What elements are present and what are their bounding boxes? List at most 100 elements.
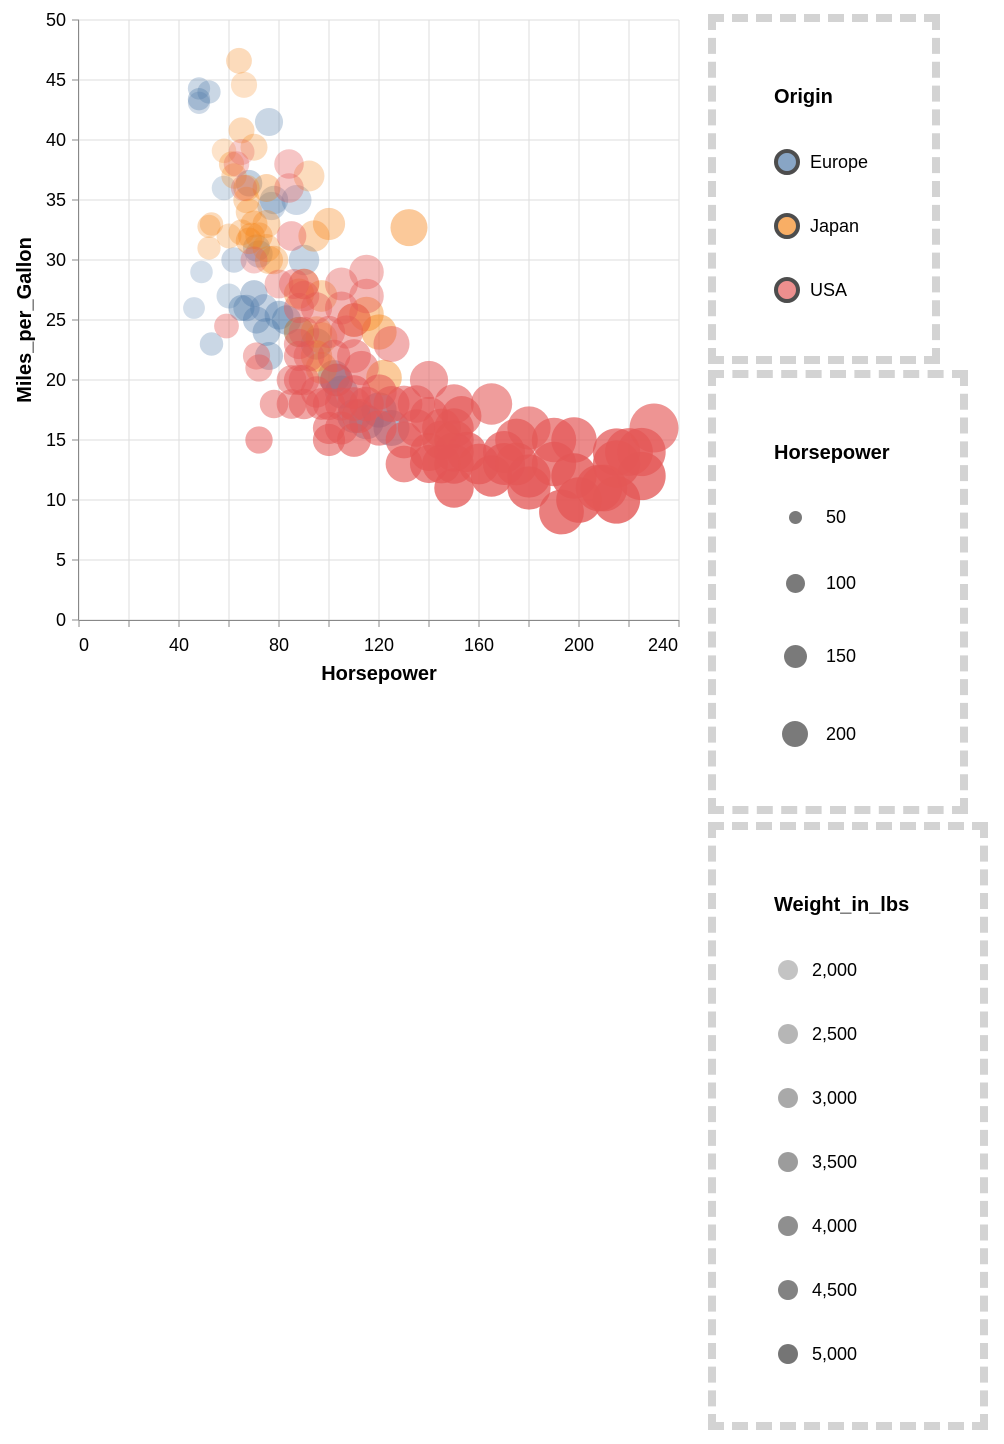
x-tick-label: 80: [269, 635, 289, 655]
data-point-japan: [240, 133, 268, 161]
data-point-europe: [183, 297, 205, 319]
x-tick-label: 0: [79, 635, 89, 655]
data-point-japan: [298, 220, 330, 252]
data-point-usa: [288, 316, 320, 348]
data-point-japan: [337, 303, 371, 337]
data-point-europe: [187, 77, 211, 100]
origin-legend-symbol: [774, 149, 800, 175]
horsepower-legend-title: Horsepower: [774, 442, 890, 464]
data-point-europe: [187, 88, 211, 111]
data-point-japan: [211, 138, 237, 164]
horsepower-legend-symbol: [788, 510, 802, 524]
scatter-chart: 0 40 80 120 160 200 240 0 5 10 15 20 25 30 35 40 45 50 Ho…: [14, 10, 680, 685]
data-point-usa: [264, 269, 294, 299]
weight-legend-symbol: [778, 1280, 798, 1300]
horsepower-legend-item: 100: [774, 563, 856, 603]
weight-legend-label: 4,000: [812, 1215, 858, 1236]
data-point-japan: [349, 296, 384, 332]
weight-legend: Weight_in_lbs 2,000 2,500 3,000 3,500 4,000 4…: [708, 822, 988, 1430]
weight-legend-label: 3,000: [812, 1087, 858, 1108]
horsepower-legend-item: 50: [774, 497, 846, 537]
x-tick-label: 40: [169, 635, 189, 655]
data-point-japan: [218, 151, 245, 177]
data-point-usa: [245, 354, 273, 382]
data-point-europe: [242, 234, 271, 262]
weight-legend-label: 5,000: [812, 1343, 858, 1364]
horsepower-legend: Horsepower 50 100 150 200: [708, 370, 968, 814]
weight-legend-symbol: [778, 1152, 798, 1172]
data-point-usa: [617, 451, 666, 501]
data-point-usa: [274, 173, 304, 203]
data-point-usa: [279, 269, 309, 299]
data-point-japan: [283, 278, 315, 309]
data-point-usa: [245, 426, 273, 454]
origin-legend-symbol: [774, 277, 800, 303]
horsepower-legend-label: 200: [826, 723, 857, 744]
weight-legend-item: 4,500: [774, 1270, 857, 1310]
data-point-europe: [254, 107, 284, 137]
y-tick-label: 10: [46, 490, 66, 510]
data-point-europe: [300, 328, 333, 360]
data-point-japan: [199, 212, 224, 236]
weight-legend-symbol: [778, 1216, 798, 1236]
data-point-japan: [228, 219, 255, 246]
data-point-japan: [245, 222, 273, 250]
origin-legend-label: USA: [810, 279, 848, 300]
y-tick-label: 15: [46, 430, 66, 450]
data-point-europe: [211, 175, 237, 201]
data-point-europe: [197, 80, 221, 104]
data-point-japan: [300, 316, 333, 348]
data-point-usa: [240, 246, 268, 274]
data-point-europe: [245, 240, 273, 268]
data-point-usa: [324, 291, 359, 325]
origin-legend-label: Europe: [810, 151, 869, 172]
origin-legend-label: Japan: [810, 215, 860, 236]
weight-legend-symbol: [778, 1344, 798, 1364]
horsepower-legend-item: 150: [774, 636, 856, 676]
data-point-europe: [257, 191, 286, 221]
data-point-japan: [197, 236, 221, 260]
y-tick-label: 20: [46, 370, 66, 390]
data-point-japan: [254, 245, 284, 275]
data-point-europe: [288, 244, 320, 276]
data-point-japan: [252, 210, 281, 238]
data-point-usa: [283, 340, 315, 372]
data-point-japan: [390, 209, 428, 247]
data-point-usa: [409, 360, 449, 400]
data-points: [183, 47, 679, 535]
origin-legend: Origin Europe Japan USA: [708, 14, 940, 364]
data-point-japan: [252, 174, 281, 202]
weight-legend-item: 2,000: [774, 950, 857, 990]
data-point-usa: [276, 221, 307, 251]
y-tick-label: 35: [46, 190, 66, 210]
data-point-europe: [259, 185, 289, 215]
weight-legend-symbol: [778, 960, 798, 980]
y-tick-label: 40: [46, 130, 66, 150]
data-point-usa: [329, 315, 364, 349]
data-point-japan: [305, 280, 338, 312]
data-point-usa: [373, 325, 410, 363]
data-point-japan: [252, 234, 281, 262]
weight-legend-item: 2,500: [774, 1014, 857, 1054]
data-point-usa: [242, 342, 271, 370]
y-tick-label: 50: [46, 10, 66, 30]
horsepower-legend-symbol: [783, 644, 807, 668]
origin-legend-item: Europe: [774, 142, 868, 182]
data-point-europe: [254, 341, 284, 371]
horsepower-legend-symbol: [785, 573, 805, 593]
weight-legend-item: 3,000: [774, 1078, 857, 1118]
x-tick-label: 120: [364, 635, 394, 655]
data-point-japan: [300, 340, 333, 372]
data-point-japan: [230, 71, 258, 98]
data-point-japan: [235, 198, 263, 226]
data-point-europe: [242, 306, 271, 334]
data-point-europe: [264, 300, 294, 330]
x-axis-title: Horsepower: [321, 663, 437, 685]
data-point-europe: [250, 294, 278, 322]
horsepower-legend-symbol: [782, 721, 808, 747]
horsepower-legend-label: 150: [826, 645, 857, 666]
y-tick-label: 45: [46, 70, 66, 90]
data-point-europe: [240, 280, 268, 308]
data-point-europe: [216, 283, 242, 309]
data-point-europe: [221, 247, 247, 273]
